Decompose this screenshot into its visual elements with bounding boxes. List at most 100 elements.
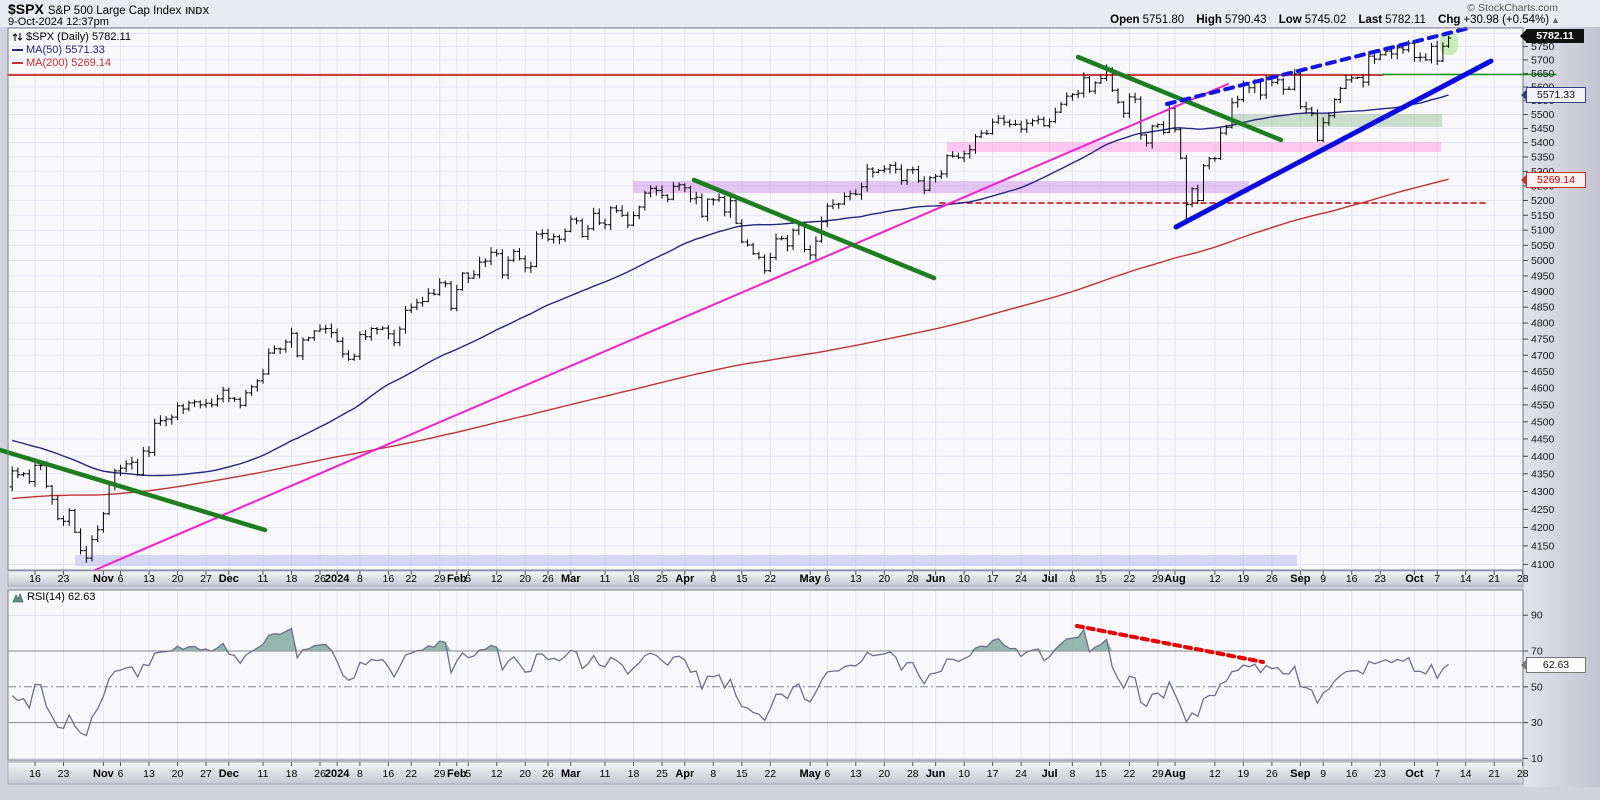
svg-text:22: 22 — [405, 768, 417, 780]
svg-text:5100: 5100 — [1531, 225, 1555, 237]
high-value: 5790.43 — [1224, 14, 1267, 26]
svg-text:5750: 5750 — [1531, 41, 1555, 53]
svg-text:11: 11 — [600, 768, 611, 780]
svg-text:22: 22 — [764, 768, 776, 780]
svg-text:4550: 4550 — [1531, 399, 1555, 411]
low-value: 5745.02 — [1304, 14, 1347, 26]
svg-text:4300: 4300 — [1531, 486, 1555, 498]
svg-text:29: 29 — [434, 573, 446, 585]
svg-text:90: 90 — [1531, 610, 1543, 622]
svg-text:4850: 4850 — [1531, 302, 1555, 314]
svg-text:9: 9 — [1320, 768, 1326, 780]
svg-text:8: 8 — [357, 768, 363, 780]
svg-text:Oct: Oct — [1405, 768, 1424, 780]
svg-text:15: 15 — [1095, 768, 1107, 780]
svg-text:4600: 4600 — [1531, 383, 1555, 395]
svg-text:May: May — [799, 768, 821, 780]
svg-text:26: 26 — [542, 573, 554, 585]
chg-value: +30.98 (+0.54%) — [1463, 14, 1550, 26]
svg-text:12: 12 — [1209, 768, 1221, 780]
ma200-swatch — [12, 61, 23, 64]
svg-text:13: 13 — [850, 768, 862, 780]
svg-text:10: 10 — [1531, 753, 1543, 765]
svg-text:16: 16 — [29, 768, 41, 780]
svg-text:26: 26 — [542, 768, 554, 780]
svg-text:26: 26 — [314, 573, 326, 585]
open-value: 5751.80 — [1142, 14, 1185, 26]
rsi-line — [11, 627, 1450, 737]
svg-text:9: 9 — [1320, 573, 1326, 585]
svg-text:22: 22 — [1124, 768, 1136, 780]
svg-text:20: 20 — [172, 768, 184, 780]
svg-text:8: 8 — [710, 768, 716, 780]
svg-text:16: 16 — [1346, 768, 1358, 780]
svg-text:5050: 5050 — [1531, 240, 1555, 252]
svg-text:29: 29 — [434, 768, 446, 780]
svg-text:11: 11 — [258, 573, 269, 585]
svg-text:4800: 4800 — [1531, 318, 1555, 330]
svg-text:26: 26 — [1266, 768, 1278, 780]
svg-text:13: 13 — [143, 573, 155, 585]
svg-text:8: 8 — [1069, 768, 1075, 780]
svg-text:4100: 4100 — [1531, 559, 1555, 571]
svg-text:8: 8 — [357, 573, 363, 585]
svg-text:26: 26 — [1266, 573, 1278, 585]
svg-text:16: 16 — [383, 573, 395, 585]
svg-text:Oct: Oct — [1405, 573, 1424, 585]
svg-text:5: 5 — [465, 573, 471, 585]
svg-text:4750: 4750 — [1531, 334, 1555, 346]
svg-text:4250: 4250 — [1531, 504, 1555, 516]
svg-text:May: May — [799, 573, 821, 585]
svg-text:19: 19 — [1238, 768, 1250, 780]
svg-text:18: 18 — [286, 768, 298, 780]
svg-text:5000: 5000 — [1531, 255, 1555, 267]
svg-text:30: 30 — [1531, 717, 1543, 729]
svg-text:7: 7 — [1434, 768, 1440, 780]
svg-text:4350: 4350 — [1531, 468, 1555, 480]
svg-text:Apr: Apr — [675, 768, 695, 780]
svg-text:28: 28 — [907, 573, 919, 585]
svg-text:24: 24 — [1015, 573, 1027, 585]
svg-text:15: 15 — [1095, 573, 1107, 585]
legend-symbol: $SPX (Daily) 5782.11 — [26, 30, 131, 43]
svg-text:5650: 5650 — [1531, 68, 1555, 80]
legend-rsi: RSI(14) 62.63 — [27, 591, 96, 603]
svg-text:14: 14 — [1460, 573, 1472, 585]
svg-text:10: 10 — [958, 768, 970, 780]
svg-text:16: 16 — [29, 573, 41, 585]
ohlc-bars — [9, 35, 1452, 563]
svg-text:4700: 4700 — [1531, 350, 1555, 362]
svg-text:23: 23 — [58, 768, 70, 780]
chart-title: $SPX S&P 500 Large Cap Index INDX — [8, 1, 209, 17]
svg-text:5450: 5450 — [1531, 123, 1555, 135]
violet-resistance-zone — [633, 181, 1249, 193]
pink-support-zone — [947, 142, 1441, 152]
svg-text:5350: 5350 — [1531, 151, 1555, 163]
svg-text:5400: 5400 — [1531, 137, 1555, 149]
svg-text:4150: 4150 — [1531, 540, 1555, 552]
svg-text:26: 26 — [314, 768, 326, 780]
svg-text:5200: 5200 — [1531, 195, 1555, 207]
rsi-divergence-dotted — [1075, 624, 1265, 664]
svg-text:20: 20 — [519, 768, 531, 780]
downtrend-green-1 — [0, 447, 268, 533]
uptrend-magenta — [94, 83, 1229, 571]
svg-text:4950: 4950 — [1531, 270, 1555, 282]
legend-ma200: MA(200) 5269.14 — [26, 56, 111, 69]
svg-text:18: 18 — [286, 573, 298, 585]
svg-text:15: 15 — [736, 573, 748, 585]
svg-text:7: 7 — [1434, 573, 1440, 585]
svg-text:Feb: Feb — [447, 573, 467, 585]
svg-text:19: 19 — [1238, 573, 1250, 585]
svg-text:12: 12 — [491, 768, 503, 780]
exchange-label: INDX — [185, 6, 210, 17]
svg-text:Jun: Jun — [926, 768, 946, 780]
svg-text:17: 17 — [987, 573, 999, 585]
svg-text:24: 24 — [1015, 768, 1027, 780]
svg-text:14: 14 — [1460, 768, 1472, 780]
svg-text:5150: 5150 — [1531, 210, 1555, 222]
svg-text:5: 5 — [465, 768, 471, 780]
svg-text:28: 28 — [1517, 573, 1529, 585]
svg-text:2024: 2024 — [325, 573, 350, 585]
